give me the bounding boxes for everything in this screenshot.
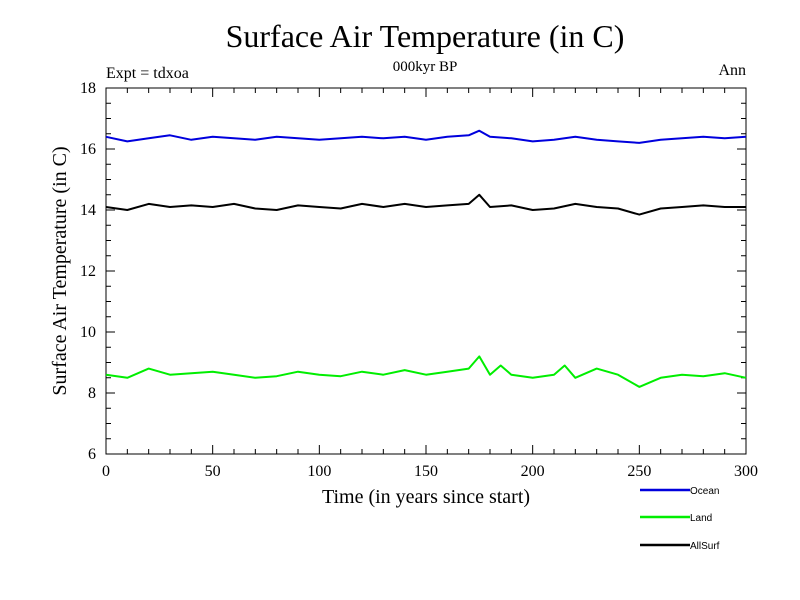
legend-label-ocean: Ocean [690, 486, 719, 497]
plot-area [105, 87, 747, 455]
y-axis: 6 8 10 12 14 16 18 [80, 80, 746, 463]
y-tick-label: 14 [80, 202, 96, 219]
series-line-ocean [105, 129, 747, 144]
legend-label-allsurf: AllSurf [690, 541, 720, 552]
legend-label-land: Land [690, 513, 712, 524]
y-tick-label: 18 [80, 80, 96, 97]
y-tick-label: 8 [88, 385, 96, 402]
series-lines [105, 129, 747, 388]
x-axis-label: Time (in years since start) [322, 486, 530, 508]
chart-title: Surface Air Temperature (in C) [226, 18, 625, 54]
x-tick-label: 0 [102, 463, 110, 480]
x-axis: 0 50 100 150 200 250 300 [102, 88, 758, 480]
y-tick-label: 12 [80, 263, 96, 280]
series-line-land [105, 355, 747, 388]
chart-subtitle: 000kyr BP [393, 59, 458, 75]
x-tick-label: 300 [734, 463, 758, 480]
x-tick-label: 100 [307, 463, 331, 480]
y-axis-label: Surface Air Temperature (in C) [49, 146, 71, 395]
experiment-label: Expt = tdxoa [106, 65, 189, 82]
y-tick-label: 10 [80, 324, 96, 341]
x-tick-label: 200 [521, 463, 545, 480]
legend: Ocean Land AllSurf [640, 486, 720, 552]
x-tick-label: 250 [627, 463, 651, 480]
x-tick-label: 50 [205, 463, 221, 480]
series-line-allsurf [105, 193, 746, 216]
y-tick-label: 16 [80, 141, 96, 158]
y-tick-label: 6 [88, 446, 96, 463]
season-label: Ann [718, 62, 746, 79]
x-tick-label: 150 [414, 463, 438, 480]
